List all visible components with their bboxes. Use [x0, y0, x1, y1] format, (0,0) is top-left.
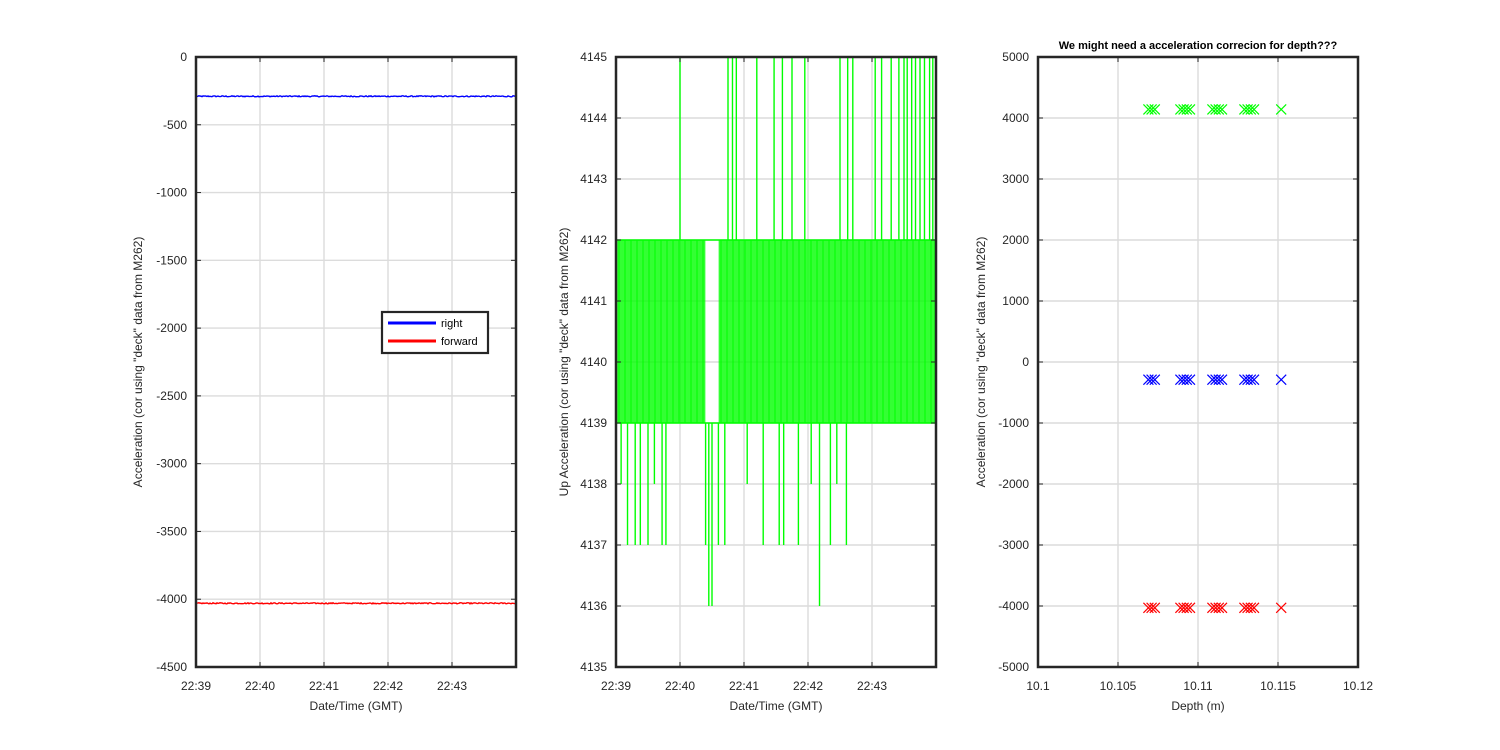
- left-accel-chart: 22:39 22:40 22:41 22:42 22:43 0 -500 -1000 -1500…: [131, 50, 518, 713]
- right-chart-title: We might need a acceleration correcion f…: [1059, 40, 1338, 52]
- scatter-point: [1181, 374, 1193, 386]
- right-chart-xlabel: Depth (m): [1171, 699, 1224, 713]
- scatter-point: [1146, 104, 1158, 115]
- y-tick-label: 4141: [580, 294, 607, 308]
- scatter-point: [1181, 602, 1193, 614]
- y-tick-label: 4136: [580, 599, 607, 613]
- y-tick-label: -2000: [998, 477, 1029, 491]
- left-chart-xlabel: Date/Time (GMT): [310, 699, 403, 713]
- x-tick-label: 22:39: [601, 679, 631, 693]
- scatter-point: [1275, 104, 1287, 115]
- scatter-point: [1216, 104, 1228, 115]
- right-chart-ticks: 10.1 10.105 10.11 10.115 10.12 5000 4000 3000 20…: [998, 50, 1373, 693]
- scatter-point: [1184, 104, 1196, 115]
- y-tick-label: -500: [163, 118, 187, 132]
- x-tick-label: 22:41: [309, 679, 339, 693]
- y-tick-label: -3500: [156, 524, 187, 538]
- middle-chart-xlabel: Date/Time (GMT): [730, 699, 823, 713]
- scatter-point: [1248, 104, 1260, 115]
- y-tick-label: 4144: [580, 111, 607, 125]
- y-tick-label: -1500: [156, 253, 187, 267]
- up-accel-chart: 22:39 22:40 22:41 22:42 22:43 4145 4144 4143 414…: [557, 50, 938, 713]
- y-tick-label: 4143: [580, 172, 607, 186]
- y-tick-label: -3000: [998, 538, 1029, 552]
- x-tick-label: 10.105: [1100, 679, 1137, 693]
- y-tick-label: 4140: [580, 355, 607, 369]
- middle-chart-series: [615, 57, 936, 606]
- scatter-point: [1248, 374, 1260, 386]
- legend-forward-label: forward: [441, 336, 478, 348]
- y-tick-label: 4142: [580, 233, 607, 247]
- left-chart-series: [195, 94, 517, 605]
- y-tick-label: 4135: [580, 660, 607, 674]
- y-tick-label: -4000: [156, 592, 187, 606]
- y-tick-label: 4139: [580, 416, 607, 430]
- y-tick-label: 4137: [580, 538, 607, 552]
- middle-chart-ticks: 22:39 22:40 22:41 22:42 22:43 4145 4144 4143 414…: [580, 50, 936, 693]
- y-tick-label: -1000: [998, 416, 1029, 430]
- scatter-point: [1146, 602, 1158, 614]
- y-tick-label: 4000: [1002, 111, 1029, 125]
- x-tick-label: 22:42: [373, 679, 403, 693]
- y-tick-label: -4500: [156, 660, 187, 674]
- x-tick-label: 22:40: [665, 679, 695, 693]
- legend-right-label: right: [441, 318, 462, 330]
- y-tick-label: -1000: [156, 186, 187, 200]
- scatter-point: [1216, 602, 1228, 614]
- x-tick-label: 22:43: [857, 679, 887, 693]
- x-tick-label: 22:42: [793, 679, 823, 693]
- middle-chart-ylabel: Up Acceleration (cor using "deck" data f…: [557, 228, 571, 497]
- x-tick-label: 10.115: [1260, 679, 1296, 693]
- scatter-point: [1245, 374, 1257, 386]
- y-tick-label: 0: [1022, 355, 1029, 369]
- legend-box: [380, 310, 490, 355]
- up-accel-band: [615, 240, 936, 423]
- y-tick-label: 5000: [1002, 50, 1029, 64]
- y-tick-label: 2000: [1002, 233, 1029, 247]
- y-tick-label: -5000: [998, 660, 1029, 674]
- x-tick-label: 10.12: [1343, 679, 1373, 693]
- scatter-point: [1213, 374, 1225, 386]
- y-tick-label: 1000: [1002, 294, 1029, 308]
- y-tick-label: -3000: [156, 457, 187, 471]
- scatter-point: [1216, 374, 1228, 386]
- scatter-point: [1146, 374, 1158, 386]
- left-chart-frame: [194, 55, 518, 669]
- scatter-point: [1149, 374, 1161, 386]
- scatter-point: [1248, 602, 1260, 614]
- x-tick-label: 22:39: [181, 679, 211, 693]
- x-tick-label: 22:40: [245, 679, 275, 693]
- scatter-point: [1181, 104, 1193, 115]
- scatter-point: [1213, 602, 1225, 614]
- right-chart-ylabel: Acceleration (cor using "deck" data from…: [974, 237, 988, 488]
- y-tick-label: 3000: [1002, 172, 1029, 186]
- left-chart-ticks: 22:39 22:40 22:41 22:42 22:43 0 -500 -1000 -1500…: [156, 50, 516, 693]
- scatter-point: [1184, 374, 1196, 386]
- scatter-point: [1149, 602, 1161, 614]
- y-tick-label: -2500: [156, 389, 187, 403]
- series-line-right: [195, 94, 517, 98]
- scatter-point: [1275, 374, 1287, 386]
- x-tick-label: 22:41: [729, 679, 759, 693]
- scatter-point: [1213, 104, 1225, 115]
- scatter-point: [1149, 104, 1161, 115]
- x-tick-label: 10.11: [1183, 679, 1212, 693]
- scatter-point: [1245, 104, 1257, 115]
- right-chart-series: [1142, 104, 1287, 614]
- left-chart-ylabel: Acceleration (cor using "deck" data from…: [131, 237, 145, 488]
- scatter-point: [1245, 602, 1257, 614]
- y-tick-label: 4138: [580, 477, 607, 491]
- x-tick-label: 22:43: [437, 679, 467, 693]
- x-tick-label: 10.1: [1026, 679, 1050, 693]
- y-tick-label: 0: [180, 50, 187, 64]
- y-tick-label: 4145: [580, 50, 607, 64]
- series-line-forward: [195, 601, 517, 605]
- left-chart-legend[interactable]: right forward: [380, 310, 490, 355]
- scatter-point: [1275, 602, 1287, 614]
- depth-scatter-chart: 10.1 10.105 10.11 10.115 10.12 5000 4000 3000 20…: [974, 40, 1373, 713]
- y-tick-label: -2000: [156, 321, 187, 335]
- scatter-point: [1184, 602, 1196, 614]
- y-tick-label: -4000: [998, 599, 1029, 613]
